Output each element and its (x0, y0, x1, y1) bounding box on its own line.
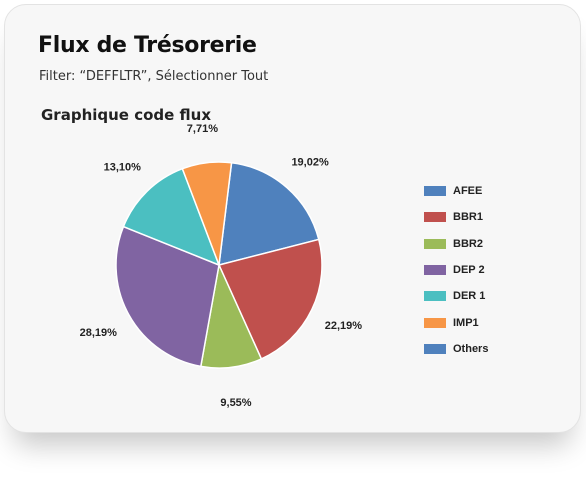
legend-swatch (424, 265, 446, 276)
legend-label: DEP 2 (453, 264, 485, 277)
pie-slice-dep-2 (115, 225, 220, 368)
data-label-bbr2: 9,55% (220, 397, 251, 409)
data-label-der-1: 13,10% (104, 162, 142, 174)
chart-title: Graphique code flux (41, 106, 212, 124)
legend-swatch (424, 238, 446, 249)
legend-item-afee: AFEE (424, 178, 488, 204)
data-label-bbr1: 22,19% (325, 320, 363, 332)
legend-label: AFEE (453, 185, 483, 198)
legend-item-imp1: IMP1 (424, 309, 488, 335)
pie-slice-der-1 (122, 167, 221, 267)
legend-item-bbr2: BBR2 (424, 231, 488, 257)
legend-swatch (424, 317, 446, 328)
legend-swatch (424, 186, 446, 197)
legend-label: BBR2 (453, 237, 483, 250)
pie-slice-bbr1 (217, 238, 323, 360)
filter-text: Filter: “DEFFLTR”, Sélectionner Tout (39, 69, 269, 84)
page-title: Flux de Trésorerie (38, 33, 257, 58)
chart-legend: AFEE BBR1 BBR2 DEP 2 DER 1 IMP1 Others (424, 178, 488, 362)
legend-item-bbr1: BBR1 (424, 204, 488, 230)
data-label-imp1: 7,71% (187, 123, 218, 135)
legend-item-dep-2: DEP 2 (424, 257, 488, 283)
legend-swatch (424, 343, 446, 354)
legend-item-others: Others (424, 336, 488, 362)
pie-slice-afee (218, 161, 320, 266)
legend-swatch (424, 212, 446, 223)
legend-label: IMP1 (453, 316, 479, 329)
legend-label: DER 1 (453, 290, 486, 303)
legend-swatch (424, 291, 446, 302)
legend-label: Others (453, 342, 489, 355)
legend-item-der-1: DER 1 (424, 283, 488, 309)
legend-label: BBR1 (453, 211, 483, 224)
data-label-dep-2: 28,19% (80, 327, 118, 339)
pie-slice-imp1 (181, 161, 233, 266)
data-label-afee: 19,02% (291, 156, 329, 168)
